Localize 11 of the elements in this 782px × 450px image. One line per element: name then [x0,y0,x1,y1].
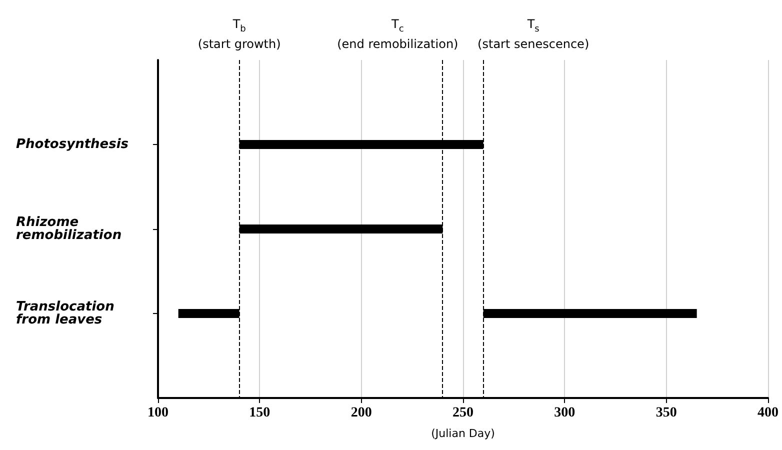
x-tick-label: 200 [350,406,372,420]
x-tick-label: 150 [249,406,270,420]
y-tick-label: Rhizome remobilization [16,215,122,243]
x-axis-title: (Julian Day) [431,427,495,440]
y-tick-label: Translocation from leaves [16,300,119,328]
y-tick-label: Photosynthesis [16,137,129,152]
x-tick-label: 300 [554,406,576,420]
x-tick-label: 100 [148,406,168,420]
x-tick-label: 400 [758,406,778,420]
x-tick-label: 350 [656,406,677,420]
x-tick-label: 250 [452,406,474,420]
